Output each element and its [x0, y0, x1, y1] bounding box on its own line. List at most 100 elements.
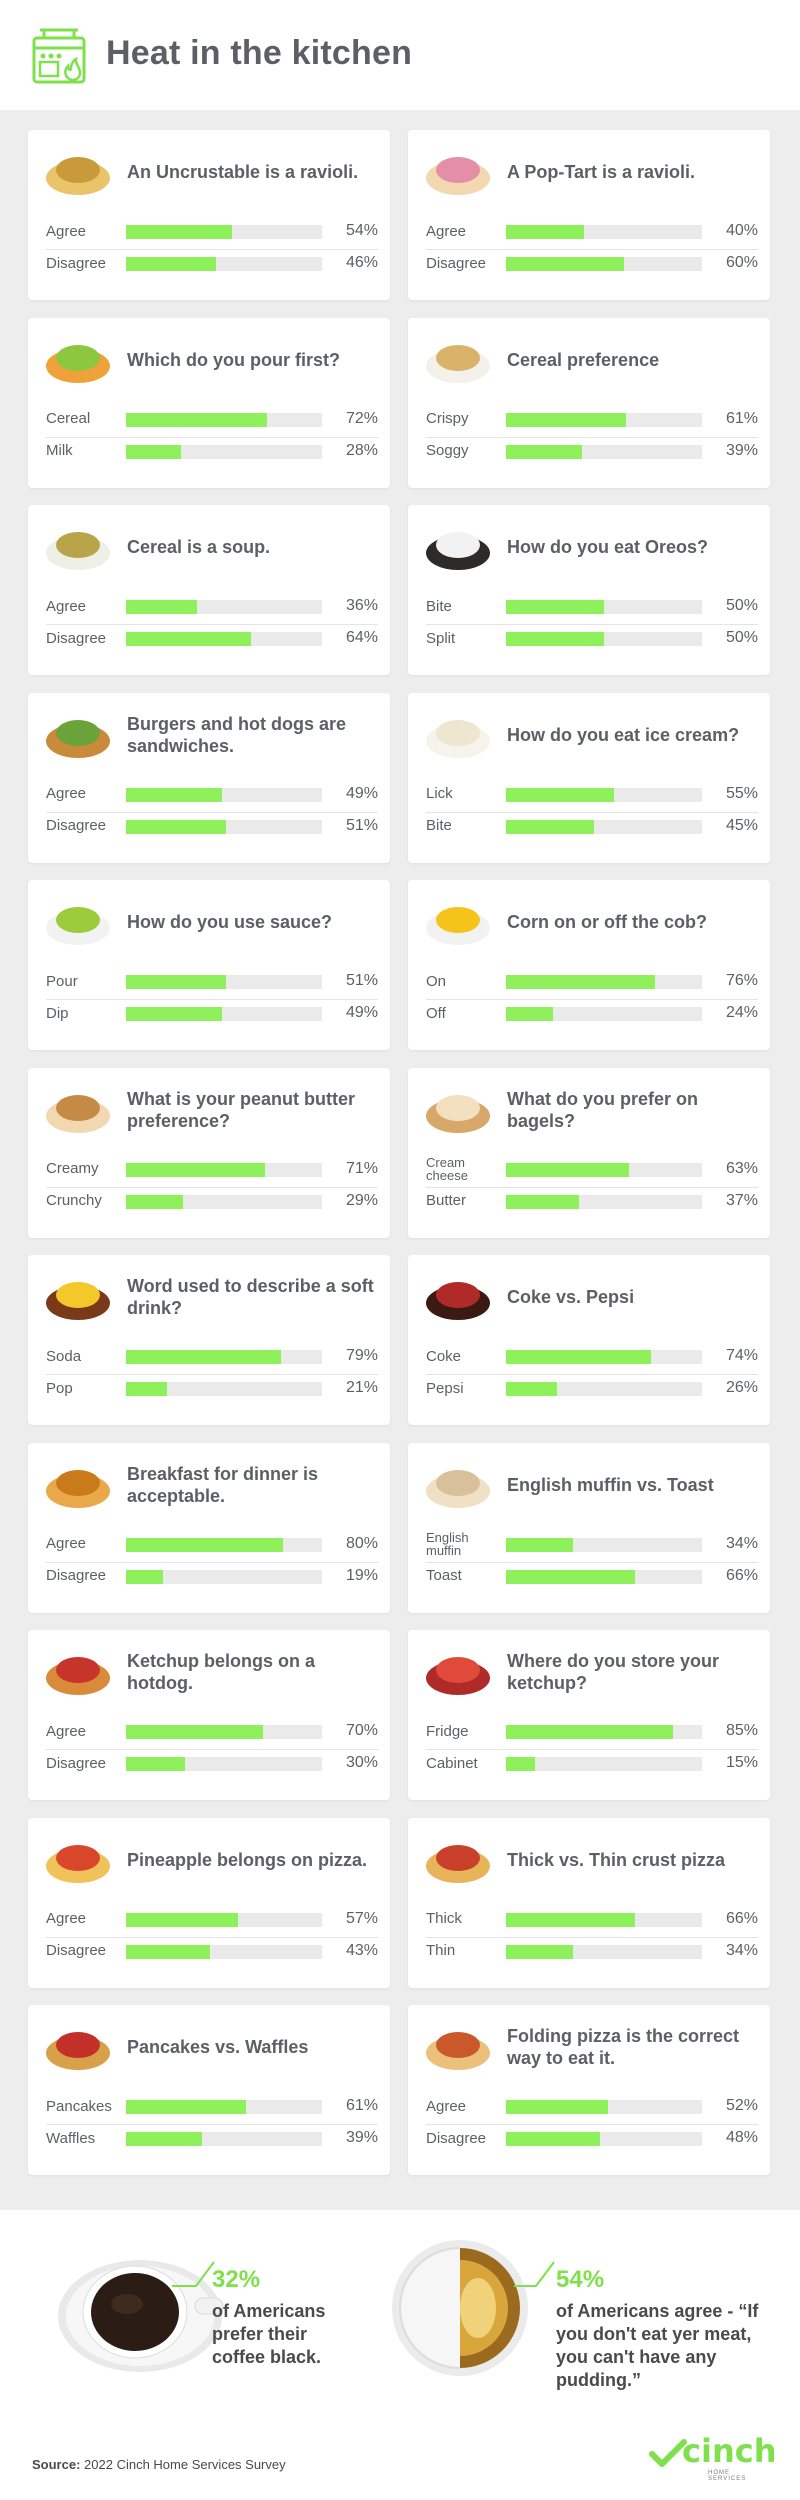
survey-card: How do you eat ice cream? Lick 55% Bite 45% [408, 692, 770, 863]
bar-track [126, 1944, 322, 1959]
ravioli-icon [46, 157, 110, 195]
oreo-icon [426, 532, 490, 570]
bar-row: Disagree 46% [46, 249, 378, 275]
bar-row: Crunchy 29% [46, 1186, 378, 1213]
survey-card: Pancakes vs. Waffles Pancakes 61% Waffles 39… [28, 2005, 390, 2175]
bar-track [126, 1007, 322, 1021]
bar-value-label: 37% [725, 1191, 758, 1209]
bar [506, 1757, 535, 1771]
bar-label: Pop [46, 1379, 73, 1397]
bar-value-label: 50% [725, 629, 758, 646]
bar-label: Cabinet [426, 1754, 478, 1772]
bar-value-label: 85% [725, 1722, 758, 1739]
bar-value-label: 39% [345, 2129, 378, 2146]
survey-card: Breakfast for dinner is acceptable. Agree… [28, 1442, 390, 1613]
survey-grid: An Uncrustable is a ravioli. Agree 54% Disa… [0, 110, 800, 2210]
bar-value-label: 29% [345, 1191, 378, 1209]
survey-card: Corn on or off the cob? On 76% Off 24% [408, 880, 770, 1050]
bar-row: On 76% [426, 968, 758, 994]
bar-row: Cabinet 15% [426, 1749, 758, 1775]
bar-value-label: 79% [345, 1347, 378, 1364]
bar [126, 1912, 238, 1927]
bar-label: Fridge [426, 1722, 469, 1740]
bar-label: Pour [46, 972, 78, 990]
bar [126, 1944, 210, 1959]
pointer-line-icon [172, 2261, 215, 2287]
bar-value-label: 36% [345, 597, 378, 614]
bar-label: Agree [46, 597, 87, 615]
bar [126, 257, 216, 271]
bar [506, 2132, 600, 2146]
bar-row: Lick 55% [426, 781, 758, 807]
bar-value-label: 61% [345, 2097, 378, 2114]
bar-value-label: 34% [725, 1941, 758, 1959]
bar [506, 444, 582, 459]
bar-value-label: 49% [345, 1004, 378, 1021]
bar-label: Butter [426, 1192, 467, 1209]
english-muffin-icon [426, 1469, 490, 1508]
bar-row: Cream cheese 63% [426, 1156, 758, 1182]
folded-pizza-icon [426, 2032, 490, 2070]
bar [126, 444, 181, 459]
bar-label: Disagree [46, 254, 107, 272]
bar-track [126, 819, 322, 834]
bar-label: Dip [46, 1004, 69, 1022]
bar-value-label: 63% [725, 1159, 758, 1177]
bar-label: Agree [46, 1910, 87, 1927]
bar-label: Bite [426, 597, 452, 615]
card-title: How do you use sauce? [127, 912, 333, 933]
bar-label: Cereal [46, 410, 91, 427]
bar-row: Disagree 30% [46, 1749, 378, 1775]
sauce-bowl-icon [46, 907, 110, 945]
peanut-butter-icon [46, 1094, 110, 1133]
bar-label: Off [426, 1004, 446, 1022]
bar-row: Creamy 71% [46, 1156, 378, 1182]
pizza-slice-icon [46, 1844, 110, 1883]
bar [506, 257, 624, 271]
bar-value-label: 70% [345, 1722, 378, 1739]
bar-value-label: 80% [345, 1534, 378, 1552]
bar-track [126, 1725, 322, 1739]
bar-value-label: 28% [345, 441, 378, 459]
bar [126, 1162, 265, 1177]
bar-track [506, 257, 702, 271]
bar [126, 412, 267, 427]
bar-row: Soda 79% [46, 1343, 378, 1369]
card-title: Burgers and hot dogs are sandwiches. [127, 713, 347, 756]
bar-label: English muffin [426, 1529, 469, 1558]
bar-row: Agree 70% [46, 1718, 378, 1744]
bar [506, 1944, 573, 1959]
bar [126, 225, 232, 239]
bar-row: Thin 34% [426, 1936, 758, 1963]
survey-card: What is your peanut butter preference? Cr… [28, 1067, 390, 1238]
bar-label: Waffles [46, 2129, 96, 2147]
pizza-icon [426, 1844, 490, 1883]
bar [126, 1350, 281, 1364]
bar [506, 1569, 635, 1584]
survey-card: Burgers and hot dogs are sandwiches. Agre… [28, 692, 390, 863]
card-title: An Uncrustable is a ravioli. [127, 162, 359, 183]
bar-label: Soda [46, 1347, 82, 1365]
page-title: Heat in the kitchen [106, 34, 413, 72]
bar-label: Agree [426, 222, 467, 240]
card-title: Thick vs. Thin crust pizza [507, 1849, 726, 1870]
bar-value-label: 54% [345, 222, 378, 239]
bar-track [126, 412, 322, 427]
bar-row: Agree 40% [426, 218, 758, 244]
bar-label: Disagree [426, 254, 487, 272]
coffee-cup-icon [58, 2260, 224, 2372]
bar-track [506, 819, 702, 834]
bar-track [506, 1944, 702, 1959]
bagel-icon [426, 1094, 490, 1133]
bar-track [506, 1194, 702, 1209]
coffee-stat-percent: 32% [212, 2266, 261, 2293]
survey-card: How do you eat Oreos? Bite 50% Split 50% [408, 505, 770, 675]
bar-value-label: 57% [345, 1909, 378, 1927]
bar-value-label: 55% [725, 784, 758, 802]
survey-card: Cereal is a soup. Agree 36% Disagree 64% [28, 505, 390, 675]
bar-track [506, 1725, 702, 1739]
bar-value-label: 24% [725, 1004, 758, 1021]
survey-card: Thick vs. Thin crust pizza Thick 66% Thin 34… [408, 1817, 770, 1988]
bar-track [506, 1757, 702, 1771]
bar-row: Toast 66% [426, 1561, 758, 1588]
